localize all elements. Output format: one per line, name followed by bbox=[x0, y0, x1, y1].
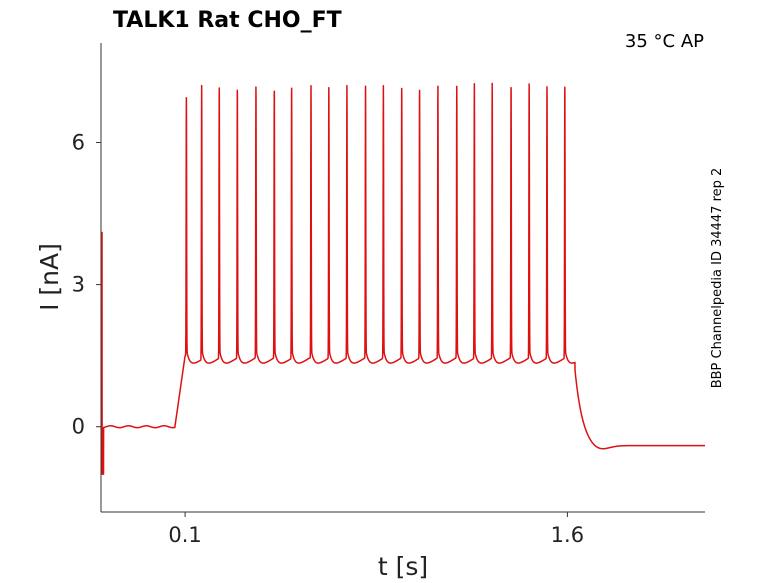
condition-label: 35 °C AP bbox=[625, 31, 704, 52]
current-trace bbox=[100, 82, 706, 475]
y-tick-label: 6 bbox=[72, 130, 85, 154]
ticks: 0 3 6 0.1 1.6 bbox=[72, 130, 584, 547]
x-tick-label: 0.1 bbox=[168, 523, 201, 547]
x-tick-label: 1.6 bbox=[551, 523, 584, 547]
chart-title: TALK1 Rat CHO_FT bbox=[113, 8, 342, 33]
y-axis-label: I [nA] bbox=[35, 243, 64, 311]
axes bbox=[100, 43, 705, 513]
y-tick-label: 3 bbox=[72, 273, 85, 297]
y-tick-label: 0 bbox=[72, 415, 85, 439]
traces bbox=[100, 82, 706, 475]
x-axis-label: t [s] bbox=[378, 552, 428, 581]
side-label: BBP Channelpedia ID 34447 rep 2 bbox=[710, 168, 725, 389]
